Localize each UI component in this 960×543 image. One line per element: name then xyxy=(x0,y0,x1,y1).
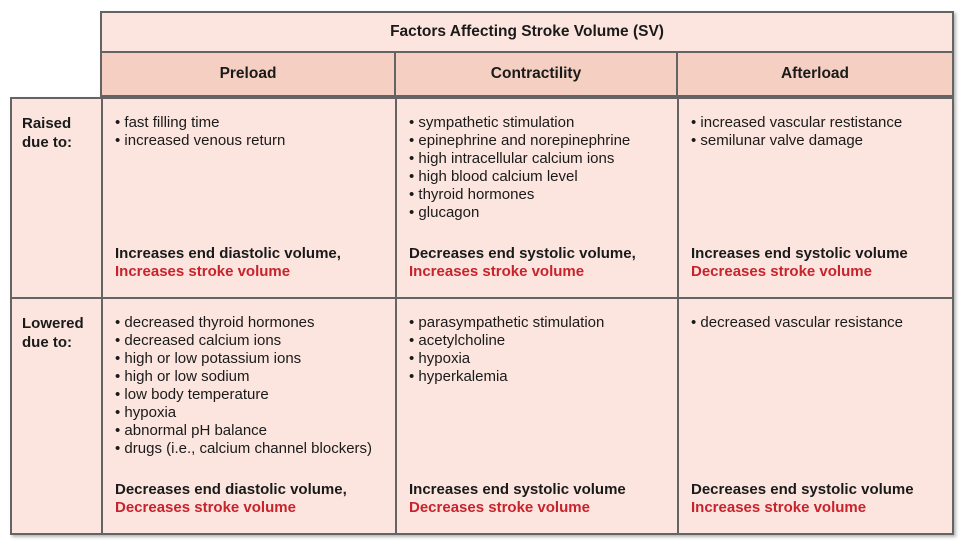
list-item: low body temperature xyxy=(115,386,387,404)
list-item: hyperkalemia xyxy=(409,368,669,386)
table-title: Factors Affecting Stroke Volume (SV) xyxy=(99,11,955,53)
list-item: sympathetic stimulation xyxy=(409,114,669,132)
effect-text: Decreases end systolic volume xyxy=(691,481,914,498)
bullet-list-raised-preload: fast filling time increased venous retur… xyxy=(115,114,387,150)
list-item: acetylcholine xyxy=(409,332,669,350)
list-item: high intracellular calcium ions xyxy=(409,150,669,168)
cell-raised-afterload: increased vascular restistance semilunar… xyxy=(677,97,954,299)
cell-raised-contractility: sympathetic stimulation epinephrine and … xyxy=(395,97,679,299)
conclusion-lowered-preload: Decreases end diastolic volume, Decrease… xyxy=(115,481,389,517)
column-header-preload: Preload xyxy=(100,51,396,97)
list-item: decreased vascular resistance xyxy=(691,314,944,332)
column-header-contractility: Contractility xyxy=(394,51,678,97)
list-item: hypoxia xyxy=(115,404,387,422)
effect-text: Increases end systolic volume xyxy=(691,245,908,262)
stroke-effect-text: Decreases stroke volume xyxy=(691,263,872,280)
cell-raised-preload: fast filling time increased venous retur… xyxy=(101,97,397,299)
list-item: hypoxia xyxy=(409,350,669,368)
stroke-effect-text: Increases stroke volume xyxy=(115,263,291,280)
effect-text: Decreases end systolic volume, xyxy=(409,245,636,262)
list-item: high blood calcium level xyxy=(409,168,669,186)
list-item: fast filling time xyxy=(115,114,387,132)
bullet-list-raised-contractility: sympathetic stimulation epinephrine and … xyxy=(409,114,669,222)
bullet-list-lowered-contractility: parasympathetic stimulation acetylcholin… xyxy=(409,314,669,386)
cell-lowered-contractility: parasympathetic stimulation acetylcholin… xyxy=(395,297,679,535)
list-item: epinephrine and norepinephrine xyxy=(409,132,669,150)
list-item: abnormal pH balance xyxy=(115,422,387,440)
conclusion-raised-afterload: Increases end systolic volume Decreases … xyxy=(691,245,946,281)
stroke-effect-text: Decreases stroke volume xyxy=(115,499,296,516)
bullet-list-lowered-preload: decreased thyroid hormones decreased cal… xyxy=(115,314,387,458)
list-item: drugs (i.e., calcium channel blockers) xyxy=(115,440,387,458)
list-item: semilunar valve damage xyxy=(691,132,944,150)
effect-text: Decreases end diastolic volume, xyxy=(115,481,347,498)
list-item: parasympathetic stimulation xyxy=(409,314,669,332)
list-item: high or low potassium ions xyxy=(115,350,387,368)
stroke-effect-text: Increases stroke volume xyxy=(409,263,585,280)
row-header-raised: Raised due to: xyxy=(10,97,103,299)
column-header-row: Preload Contractility Afterload xyxy=(100,51,955,97)
effect-text: Increases end systolic volume xyxy=(409,481,626,498)
row-header-lowered: Lowered due to: xyxy=(10,297,103,535)
conclusion-lowered-contractility: Increases end systolic volume Decreases … xyxy=(409,481,671,517)
list-item: increased venous return xyxy=(115,132,387,150)
conclusion-lowered-afterload: Decreases end systolic volume Increases … xyxy=(691,481,946,517)
list-item: high or low sodium xyxy=(115,368,387,386)
factors-body-table: Raised due to: fast filling time increas… xyxy=(10,97,954,535)
stroke-effect-text: Increases stroke volume xyxy=(691,499,867,516)
row-lowered: Lowered due to: decreased thyroid hormon… xyxy=(10,297,954,535)
conclusion-raised-preload: Increases end diastolic volume, Increase… xyxy=(115,245,389,281)
factors-header-table: Factors Affecting Stroke Volume (SV) Pre… xyxy=(99,11,955,97)
title-row: Factors Affecting Stroke Volume (SV) xyxy=(99,11,955,53)
list-item: thyroid hormones xyxy=(409,186,669,204)
effect-text: Increases end diastolic volume, xyxy=(115,245,341,262)
cell-lowered-preload: decreased thyroid hormones decreased cal… xyxy=(101,297,397,535)
list-item: decreased thyroid hormones xyxy=(115,314,387,332)
row-raised: Raised due to: fast filling time increas… xyxy=(10,97,954,299)
column-header-afterload: Afterload xyxy=(675,51,955,97)
bullet-list-raised-afterload: increased vascular restistance semilunar… xyxy=(691,114,944,150)
conclusion-raised-contractility: Decreases end systolic volume, Increases… xyxy=(409,245,671,281)
stroke-effect-text: Decreases stroke volume xyxy=(409,499,590,516)
cell-lowered-afterload: decreased vascular resistance Decreases … xyxy=(677,297,954,535)
bullet-list-lowered-afterload: decreased vascular resistance xyxy=(691,314,944,332)
list-item: increased vascular restistance xyxy=(691,114,944,132)
list-item: glucagon xyxy=(409,204,669,222)
list-item: decreased calcium ions xyxy=(115,332,387,350)
